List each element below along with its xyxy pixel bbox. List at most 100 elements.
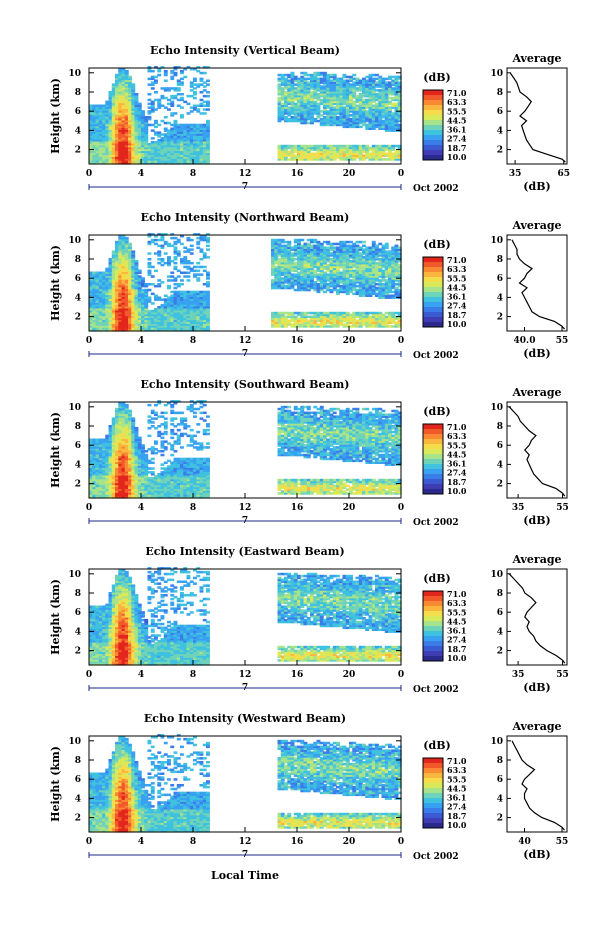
heatmap-cell: [118, 81, 123, 84]
heatmap-cell: [329, 106, 334, 109]
heatmap-cell: [131, 267, 136, 271]
heatmap-cell: [150, 158, 155, 161]
heatmap-cell: [128, 265, 132, 269]
heatmap-cell: [336, 119, 340, 123]
heatmap-cell: [199, 315, 204, 319]
heatmap-cell: [319, 93, 324, 96]
heatmap-cell: [89, 142, 93, 146]
heatmap-cell: [316, 317, 321, 321]
heatmap-cell: [310, 102, 314, 106]
heatmap-cell: [388, 81, 392, 84]
heatmap-cell: [150, 129, 155, 132]
heatmap-cell: [137, 306, 142, 309]
heatmap-cell: [154, 91, 158, 94]
heatmap-cell: [287, 261, 292, 265]
heatmap-cell: [316, 267, 321, 271]
heatmap-cell: [115, 294, 119, 297]
heatmap-cell: [332, 100, 337, 104]
heatmap-cell: [118, 96, 123, 100]
heatmap-cell: [310, 156, 314, 159]
heatmap-cell: [206, 160, 210, 163]
heatmap-cell: [306, 281, 311, 284]
x-tick-label: 12: [239, 169, 252, 179]
heatmap-cell: [280, 79, 285, 82]
heatmap-cell: [134, 117, 139, 121]
heatmap-cell: [124, 256, 129, 259]
heatmap-cell: [160, 308, 165, 311]
heatmap-cell: [365, 98, 370, 102]
heatmap-cell: [339, 117, 344, 121]
heatmap-cell: [316, 146, 321, 150]
heatmap-cell: [186, 152, 191, 155]
heatmap-cell: [384, 96, 389, 100]
heatmap-cell: [316, 144, 321, 148]
heatmap-cell: [310, 144, 314, 148]
heatmap-cell: [384, 87, 389, 90]
heatmap-cell: [121, 150, 126, 154]
heatmap-cell: [131, 121, 136, 125]
heatmap-cell: [394, 123, 399, 127]
heatmap-cell: [89, 275, 93, 278]
heatmap-cell: [397, 94, 402, 98]
heatmap-cell: [293, 114, 298, 117]
heatmap-cell: [326, 85, 331, 88]
heatmap-cell: [193, 127, 197, 130]
heatmap-cell: [150, 123, 155, 127]
heatmap-cell: [150, 146, 155, 150]
heatmap-cell: [105, 283, 110, 286]
heatmap-cell: [154, 119, 158, 123]
heatmap-cell: [306, 269, 311, 273]
heatmap-cell: [323, 263, 327, 267]
heatmap-cell: [180, 292, 184, 296]
heatmap-cell: [394, 158, 399, 161]
heatmap-cell: [176, 283, 181, 286]
heatmap-cell: [186, 123, 191, 127]
heatmap-cell: [121, 110, 126, 113]
heatmap-cell: [287, 79, 292, 82]
heatmap-cell: [293, 317, 298, 321]
heatmap-cell: [297, 154, 301, 157]
heatmap-cell: [186, 133, 191, 136]
heatmap-cell: [115, 265, 119, 269]
heatmap-cell: [176, 104, 181, 107]
heatmap-cell: [157, 102, 162, 106]
heatmap-cell: [388, 121, 392, 125]
heatmap-cell: [391, 112, 396, 115]
heatmap-cell: [196, 246, 201, 249]
heatmap-cell: [310, 87, 314, 90]
heatmap-cell: [163, 146, 168, 150]
heatmap-cell: [118, 117, 123, 121]
heatmap-cell: [121, 123, 126, 127]
heatmap-cell: [121, 256, 126, 259]
heatmap-cell: [368, 81, 373, 84]
heatmap-cell: [111, 304, 116, 307]
heatmap-cell: [391, 156, 396, 159]
heatmap-cell: [352, 146, 357, 150]
heatmap-cell: [310, 250, 314, 253]
heatmap-cell: [202, 311, 207, 315]
heatmap-cell: [141, 283, 145, 286]
heatmap-cell: [134, 156, 139, 159]
heatmap-cell: [352, 85, 357, 88]
heatmap-cell: [202, 129, 207, 132]
heatmap-cell: [303, 323, 308, 326]
heatmap-cell: [365, 85, 370, 88]
heatmap-cell: [160, 315, 165, 319]
heatmap-cell: [381, 116, 386, 119]
heatmap-cell: [352, 114, 357, 117]
heatmap-cell: [98, 309, 103, 313]
heatmap-cell: [193, 296, 197, 299]
heatmap-cell: [381, 81, 386, 84]
heatmap-cell: [336, 123, 340, 127]
heatmap-cell: [134, 131, 139, 134]
heatmap-cell: [319, 71, 324, 75]
heatmap-cell: [111, 110, 116, 113]
heatmap-cell: [271, 325, 275, 328]
heatmap-cell: [118, 271, 123, 274]
heatmap-cell: [118, 144, 123, 148]
heatmap-cell: [160, 137, 165, 140]
heatmap-cell: [339, 77, 344, 81]
heatmap-cell: [108, 93, 113, 96]
heatmap-cell: [95, 279, 100, 282]
heatmap-cell: [89, 137, 93, 140]
